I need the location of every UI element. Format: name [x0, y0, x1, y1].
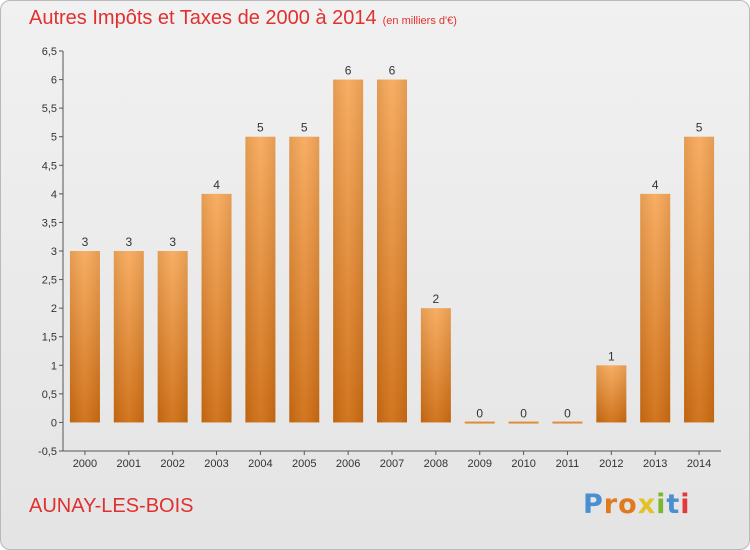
y-tick-label: 6,5 — [42, 46, 57, 58]
data-label-2004: 5 — [257, 121, 264, 135]
chart-title: Autres Impôts et Taxes de 2000 à 2014 — [29, 7, 377, 29]
data-label-2008: 2 — [433, 292, 440, 306]
data-label-2009: 0 — [476, 406, 483, 420]
bar-2009 — [464, 421, 495, 424]
x-tick-label: 2001 — [117, 458, 141, 470]
data-label-2006: 6 — [345, 64, 352, 78]
bar-2011 — [552, 421, 583, 424]
bar-shade-2001 — [113, 251, 144, 423]
y-tick-label: 5,5 — [42, 103, 57, 115]
bar-shade-2006 — [333, 79, 364, 423]
bar-shade-2002 — [157, 251, 188, 423]
logo-letter: t — [666, 489, 681, 520]
y-tick-label: 0 — [51, 417, 57, 429]
proxiti-logo: Proxiti — [583, 489, 691, 520]
data-label-2000: 3 — [82, 235, 89, 249]
bar-shade-2000 — [69, 251, 100, 423]
logo-letter: o — [618, 489, 638, 520]
data-label-2007: 6 — [389, 64, 396, 78]
x-tick-label: 2013 — [643, 458, 667, 470]
commune-name: AUNAY-LES-BOIS — [29, 495, 194, 517]
y-tick-label: 0,5 — [42, 389, 57, 401]
data-label-2012: 1 — [608, 349, 615, 363]
chart-subtitle: (en milliers d'€) — [382, 15, 457, 27]
y-tick-label: 4 — [51, 189, 57, 201]
bar-shade-2005 — [289, 136, 320, 423]
x-tick-label: 2014 — [687, 458, 711, 470]
title-row: Autres Impôts et Taxes de 2000 à 2014 (en… — [29, 7, 457, 30]
x-tick-label: 2010 — [511, 458, 535, 470]
bar-shade-2013 — [640, 193, 671, 423]
y-tick-label: 2 — [51, 303, 57, 315]
y-tick-label: 6 — [51, 75, 57, 87]
data-label-2003: 4 — [213, 178, 220, 192]
data-label-2013: 4 — [652, 178, 659, 192]
bar-shade-2012 — [596, 365, 627, 423]
y-tick-label: -0,5 — [38, 446, 57, 458]
x-tick-label: 2011 — [556, 458, 580, 470]
x-tick-label: 2007 — [380, 458, 404, 470]
logo-letter: x — [637, 489, 657, 520]
y-tick-label: 1 — [51, 360, 57, 372]
data-label-2014: 5 — [696, 121, 703, 135]
bars — [69, 79, 715, 424]
y-tick-label: 3 — [51, 246, 57, 258]
bar-shade-2003 — [201, 193, 232, 423]
logo-letter: P — [583, 489, 604, 520]
logo-letter: r — [603, 489, 619, 520]
x-tick-label: 2000 — [73, 458, 97, 470]
x-tick-label: 2009 — [467, 458, 491, 470]
x-tick-label: 2006 — [336, 458, 360, 470]
logo-letter: i — [656, 489, 667, 520]
bar-2010 — [508, 421, 539, 424]
x-tick-label: 2008 — [424, 458, 448, 470]
data-label-2001: 3 — [125, 235, 132, 249]
data-label-2002: 3 — [169, 235, 176, 249]
bar-shade-2007 — [377, 79, 407, 423]
bar-shade-2004 — [245, 136, 276, 423]
x-tick-label: 2002 — [160, 458, 184, 470]
y-tick-label: 1,5 — [42, 332, 57, 344]
logo-letter: i — [680, 489, 691, 520]
data-labels: 3 3 3 4 5 5 6 6 2 0 0 0 1 4 5 — [82, 64, 703, 421]
bar-shade-2014 — [684, 136, 715, 423]
data-label-2005: 5 — [301, 121, 308, 135]
y-tick-label: 4,5 — [42, 160, 57, 172]
data-label-2010: 0 — [520, 406, 527, 420]
x-tick-label: 2003 — [204, 458, 228, 470]
data-label-2011: 0 — [564, 406, 571, 420]
x-tick-label: 2005 — [292, 458, 316, 470]
y-tick-label: 5 — [51, 132, 57, 144]
x-tick-label: 2012 — [599, 458, 623, 470]
y-tick-label: 3,5 — [42, 217, 57, 229]
y-tick-label: 2,5 — [42, 275, 57, 287]
bar-shade-2008 — [420, 308, 451, 423]
x-tick-label: 2004 — [248, 458, 272, 470]
